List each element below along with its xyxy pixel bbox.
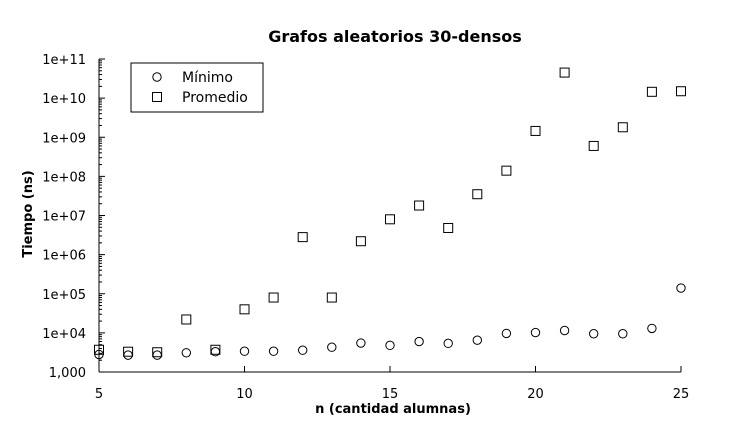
y-tick-label: 1e+04 — [42, 327, 86, 342]
data-point-minimo — [239, 346, 250, 356]
data-point-minimo — [501, 328, 512, 339]
data-point-promedio — [676, 86, 686, 97]
data-point-promedio — [181, 314, 192, 325]
data-point-minimo — [298, 345, 308, 355]
legend-label-minimo: Mínimo — [182, 70, 233, 86]
data-point-promedio — [355, 236, 366, 247]
data-point-promedio — [414, 200, 425, 211]
y-tick-label: 1e+09 — [42, 131, 86, 146]
data-point-promedio — [326, 292, 337, 303]
x-tick-label: 25 — [673, 387, 690, 402]
data-point-minimo — [618, 329, 628, 339]
y-tick-label: 1e+11 — [42, 53, 86, 68]
data-point-minimo — [676, 283, 686, 293]
x-tick-label: 20 — [527, 387, 544, 402]
x-axis-ticks: 5 10 15 20 25 — [95, 366, 689, 402]
data-point-minimo — [327, 342, 337, 352]
y-tick-label: 1e+06 — [42, 249, 86, 264]
y-tick-label: 1e+05 — [42, 288, 86, 303]
data-point-minimo — [356, 338, 366, 348]
x-axis-label: n (cantidad alumnas) — [315, 402, 471, 417]
series-promedio — [94, 67, 686, 358]
data-point-promedio — [443, 222, 454, 233]
data-point-minimo — [152, 350, 162, 360]
data-point-minimo — [385, 340, 395, 351]
data-point-promedio — [268, 292, 279, 303]
data-point-promedio — [472, 189, 483, 200]
data-point-minimo — [472, 335, 482, 345]
y-tick-label: 1e+07 — [42, 210, 86, 225]
data-point-minimo — [443, 338, 453, 349]
y-tick-label: 1e+08 — [42, 170, 86, 185]
data-point-promedio — [152, 347, 163, 358]
data-point-minimo — [559, 325, 570, 336]
data-point-promedio — [646, 86, 657, 97]
data-point-promedio — [385, 214, 395, 225]
data-point-minimo — [589, 329, 599, 339]
data-point-promedio — [123, 346, 134, 357]
data-point-minimo — [123, 350, 133, 360]
legend-box — [130, 62, 264, 113]
data-point-promedio — [530, 125, 541, 136]
data-point-promedio — [588, 140, 599, 151]
y-tick-label: 1e+10 — [42, 92, 86, 107]
data-point-promedio — [501, 165, 512, 176]
data-point-minimo — [181, 348, 192, 358]
data-point-promedio — [559, 67, 570, 78]
legend-marker-promedio — [152, 92, 162, 102]
data-point-minimo — [647, 323, 657, 334]
x-tick-label: 10 — [236, 387, 253, 402]
legend: Mínimo Promedio — [130, 62, 264, 113]
x-tick-label: 5 — [95, 387, 103, 402]
data-point-promedio — [617, 122, 628, 133]
x-tick-label: 15 — [382, 387, 399, 402]
data-point-minimo — [530, 327, 541, 338]
y-axis-label: Tiempo (ns) — [21, 170, 36, 257]
data-point-minimo — [268, 346, 279, 356]
legend-label-promedio: Promedio — [182, 90, 248, 106]
data-point-promedio — [239, 304, 250, 315]
data-point-promedio — [94, 344, 104, 355]
legend-marker-minimo — [152, 72, 162, 82]
chart-title: Grafos aleatorios 30-densos — [268, 27, 522, 46]
y-tick-label: 1,000 — [49, 366, 86, 381]
series-minimo — [94, 283, 686, 360]
y-axis-ticks: 1,000 1e+04 1e+05 1e+06 1e+07 1e+08 1e+09 1e+10… — [42, 53, 105, 381]
data-point-promedio — [210, 344, 221, 355]
data-point-promedio — [297, 232, 308, 243]
data-point-minimo — [414, 336, 424, 347]
